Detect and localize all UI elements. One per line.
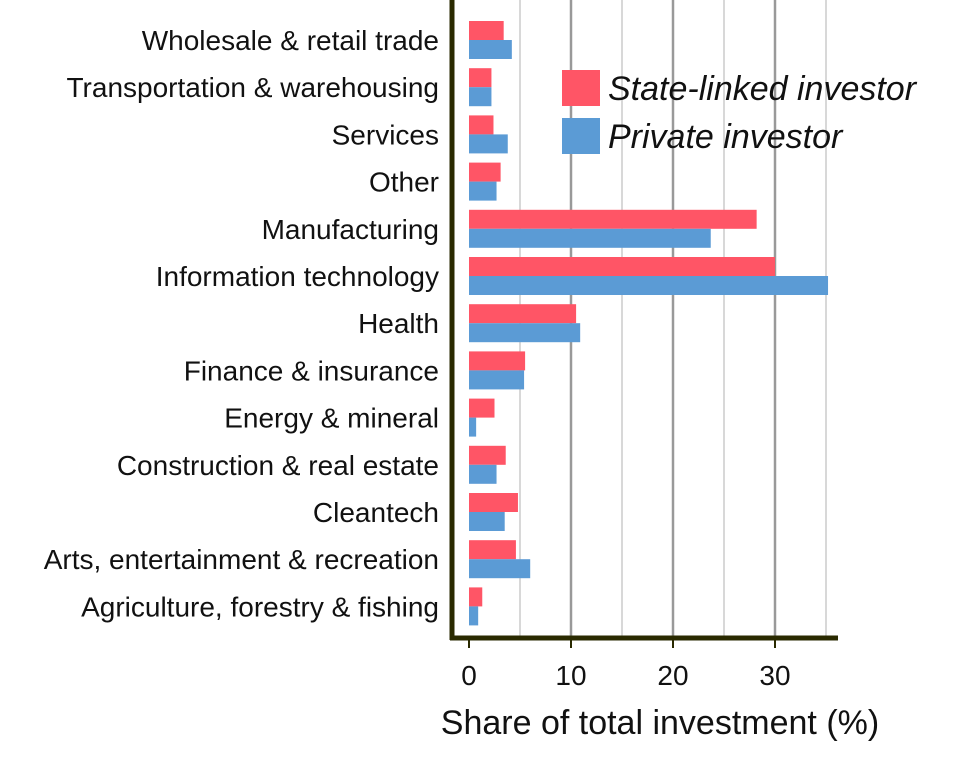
bar-state-linked-investor-transportation-warehousing [469, 68, 492, 88]
category-label-cleantech: Cleantech [313, 497, 439, 528]
bar-private-investor-finance-insurance [469, 370, 525, 390]
x-tick-label-20: 20 [657, 660, 688, 691]
x-tick-label-0: 0 [461, 660, 477, 691]
bar-state-linked-investor-manufacturing [469, 209, 757, 229]
bar-private-investor-information-technology [469, 276, 829, 295]
x-tick-label-10: 10 [555, 660, 586, 691]
category-label-services: Services [332, 119, 439, 150]
category-label-construction-real-estate: Construction & real estate [117, 450, 439, 481]
category-label-health: Health [358, 308, 439, 339]
category-label-energy-mineral: Energy & mineral [224, 403, 439, 434]
legend-swatch-private [562, 118, 600, 154]
category-label-agriculture-forestry-fishing: Agriculture, forestry & fishing [81, 591, 439, 622]
bar-state-linked-investor-agriculture-forestry-fishing [469, 587, 483, 607]
bar-private-investor-other [469, 181, 497, 201]
bar-private-investor-health [469, 323, 581, 343]
x-tick-label-30: 30 [759, 660, 790, 691]
bar-private-investor-construction-real-estate [469, 464, 497, 484]
bar-private-investor-energy-mineral [469, 417, 477, 437]
bar-state-linked-investor-cleantech [469, 493, 518, 512]
bar-private-investor-manufacturing [469, 228, 711, 248]
legend-label-state-linked: State-linked investor [608, 70, 918, 108]
bar-private-investor-transportation-warehousing [469, 87, 492, 107]
x-axis-title: Share of total investment (%) [441, 704, 879, 742]
bar-state-linked-investor-services [469, 115, 494, 135]
category-label-information-technology: Information technology [156, 261, 439, 292]
bar-state-linked-investor-information-technology [469, 257, 775, 276]
bars [469, 21, 829, 626]
category-label-transportation-warehousing: Transportation & warehousing [66, 72, 439, 103]
category-label-other: Other [369, 167, 439, 198]
legend-swatch-state-linked [562, 70, 600, 106]
axes [449, 0, 838, 648]
bar-private-investor-arts-entertainment-recreation [469, 559, 531, 579]
legend: State-linked investor Private investor [562, 70, 918, 156]
category-label-manufacturing: Manufacturing [262, 214, 439, 245]
bar-private-investor-agriculture-forestry-fishing [469, 606, 479, 626]
category-label-wholesale-retail-trade: Wholesale & retail trade [142, 25, 439, 56]
bar-private-investor-wholesale-retail-trade [469, 40, 512, 59]
category-label-finance-insurance: Finance & insurance [184, 355, 439, 386]
category-labels: Wholesale & retail trade Transportation &… [44, 25, 439, 622]
bar-state-linked-investor-arts-entertainment-recreation [469, 540, 516, 560]
bar-state-linked-investor-other [469, 162, 501, 182]
grid-lines [519, 0, 827, 638]
bar-state-linked-investor-health [469, 304, 577, 324]
category-label-arts-entertainment-recreation: Arts, entertainment & recreation [44, 544, 439, 575]
bar-state-linked-investor-finance-insurance [469, 351, 526, 371]
x-tick-labels: 0 10 20 30 [461, 660, 790, 691]
bar-state-linked-investor-construction-real-estate [469, 445, 506, 465]
bar-private-investor-services [469, 134, 508, 154]
bar-private-investor-cleantech [469, 512, 505, 531]
legend-label-private: Private investor [608, 118, 844, 156]
bar-state-linked-investor-energy-mineral [469, 398, 495, 418]
bar-state-linked-investor-wholesale-retail-trade [469, 21, 504, 40]
